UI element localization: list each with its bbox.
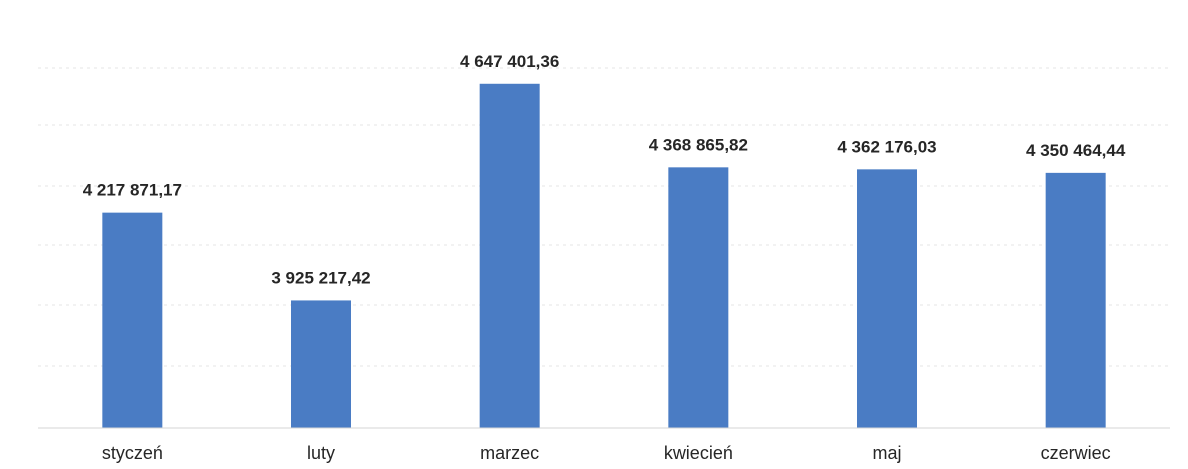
bars [102, 83, 1106, 428]
x-tick-label-5: czerwiec [1041, 443, 1111, 463]
x-tick-label-0: styczeń [102, 443, 163, 463]
gridlines [38, 67, 1170, 367]
x-tick-label-2: marzec [480, 443, 539, 463]
value-labels: 4 217 871,17 3 925 217,42 4 647 401,36 4 36… [83, 52, 1126, 288]
x-tick-label-4: maj [872, 443, 901, 463]
value-label-5: 4 350 464,44 [1026, 141, 1126, 160]
value-label-4: 4 362 176,03 [837, 137, 936, 156]
bar-1 [291, 300, 351, 428]
bar-4 [857, 169, 917, 428]
value-label-0: 4 217 871,17 [83, 181, 182, 200]
bar-5 [1045, 172, 1106, 428]
value-label-3: 4 368 865,82 [649, 135, 748, 154]
bar-0 [102, 212, 163, 428]
value-label-2: 4 647 401,36 [460, 52, 559, 71]
x-axis-tick-labels: styczeń luty marzec kwiecień maj czerwiec [102, 443, 1111, 463]
x-tick-label-3: kwiecień [664, 443, 733, 463]
value-label-1: 3 925 217,42 [271, 268, 370, 287]
bar-2 [479, 83, 540, 428]
x-tick-label-1: luty [307, 443, 335, 463]
bar-3 [668, 167, 729, 428]
